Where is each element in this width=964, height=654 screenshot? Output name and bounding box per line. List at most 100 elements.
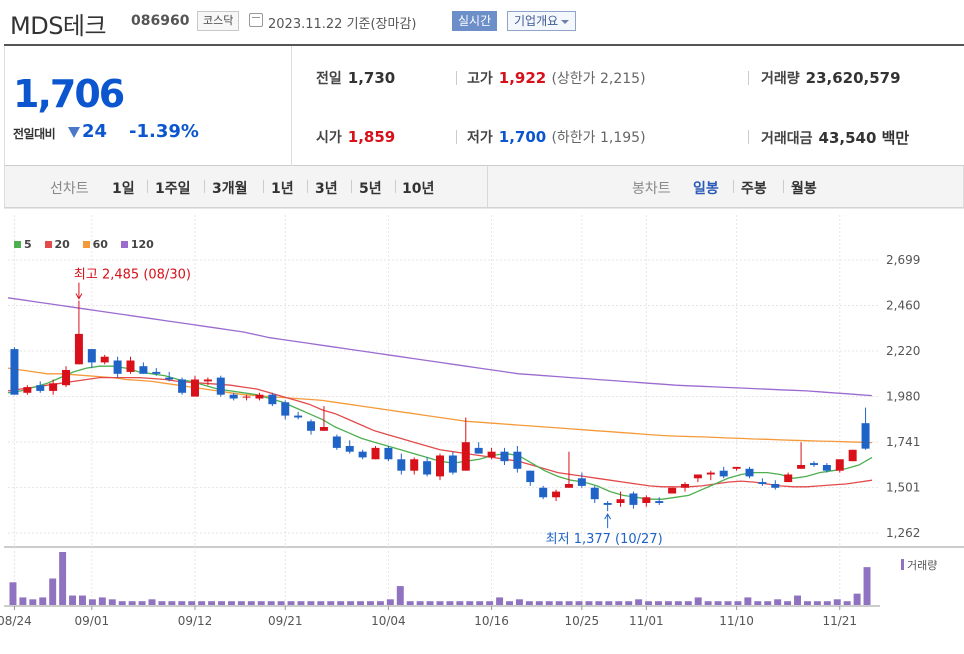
high-price: 고가 1,922 (상한가 2,215) [467,68,646,88]
current-price-box: 1,706 전일대비 24 -1.39% [4,46,292,166]
candle-body [113,360,122,374]
divider [456,130,457,144]
volume-bar [237,601,245,605]
volume-label: 거래량 [761,71,800,87]
volume-bar [565,601,573,605]
legend-label: 60 [92,238,108,251]
candle-monthly[interactable]: 월봉 [791,181,817,197]
legend-swatch [44,241,52,248]
candle-body [36,385,45,391]
candle-daily[interactable]: 일봉 [693,181,719,197]
period-5y[interactable]: 5년 [359,181,382,197]
divider [487,166,488,208]
candle-body [178,379,187,393]
candle-body [268,394,277,405]
open-price: 시가 1,859 [316,127,395,147]
period-1w[interactable]: 1주일 [155,181,191,197]
candle-weekly[interactable]: 주봉 [741,181,767,197]
chart-grid [4,207,964,610]
candle-body [603,502,612,505]
volume-bar [774,599,782,605]
candle-body [74,333,83,365]
calendar-icon [249,13,263,27]
candle-body [23,387,32,393]
ma-legend: 5 20 60 120 [14,238,163,251]
volume-bar [813,601,821,605]
volume-bar [69,595,77,605]
divider [748,71,749,85]
volume-bar [744,597,752,605]
volume-bar [19,597,27,605]
volume-bar [128,601,136,605]
company-info-button[interactable]: 기업개요 [507,11,577,31]
volume-bar [525,601,533,605]
candle-body [203,379,212,382]
volume-bar [327,601,335,605]
x-tick-label: 09/21 [268,614,303,628]
volume-bar [853,593,861,605]
candle-body [62,369,71,386]
volume-bar [59,552,67,605]
candle-body [423,461,432,475]
candle-body [384,447,393,460]
header-bar: MDS테크 086960 코스닥 2023.11.22 기준(장마감) 실시간 … [0,0,964,44]
volume-bar [386,599,394,605]
high-value: 1,922 [498,69,547,87]
period-toolbar: 선차트 1일 1주일 3개월 1년 3년 5년 10년 봉차트 일봉 주봉 월봉 [4,166,964,208]
volume-bar [227,601,235,605]
candle-body [771,483,780,488]
change-value: 24 [82,121,108,142]
volume-bar [833,599,841,605]
volume-bar [724,601,732,605]
volume-bar [347,601,355,605]
candle-body [693,474,702,479]
volume-bar [247,601,255,605]
period-1y[interactable]: 1년 [271,181,294,197]
lower-limit: (하한가 1,195) [551,130,646,146]
candle-body [861,423,870,449]
volume-bar [188,601,196,605]
volume-bar [555,601,563,605]
period-3y[interactable]: 3년 [315,181,338,197]
candle-body [797,464,806,469]
line-chart-label: 선차트 [50,181,89,197]
candle-body [358,451,367,458]
volume-bar [49,578,57,605]
legend-swatch [14,241,21,248]
candle-body [513,451,522,469]
y-tick-label: 2,699 [886,253,920,267]
candle-body [758,482,767,484]
volume-bar [714,601,722,605]
low-arrow-head [604,513,612,520]
volume-bar [803,601,811,605]
x-axis-labels: 08/24 09/01 09/12 09/21 10/04 10/16 10/25 11/01… [0,614,857,628]
down-triangle-icon [68,127,80,138]
amount-value: 43,540 백만 [818,129,910,147]
candle-body [152,371,161,374]
volume-bar [267,601,275,605]
volume-value: 23,620,579 [805,69,901,87]
amount-label: 거래대금 [761,131,813,147]
x-tick-label: 11/10 [719,614,754,628]
period-3m[interactable]: 3개월 [212,181,248,197]
legend-label: 5 [24,238,32,251]
candle-body [281,402,290,416]
candle-body [294,415,303,418]
prev-close-label: 전일 [316,71,342,87]
candle-body [822,464,831,471]
candle-body [332,436,341,448]
realtime-button[interactable]: 실시간 [452,11,498,31]
y-tick-label: 2,220 [886,344,920,358]
volume-bar [466,601,474,605]
divider [263,180,264,193]
volume-bar [436,601,444,605]
candle-body [848,449,857,462]
volume-bar [396,586,404,605]
candle-body [371,447,380,460]
volume-bar [506,601,513,605]
period-1d[interactable]: 1일 [112,181,135,197]
x-tick-label: 08/24 [0,614,32,628]
candle-body [216,377,225,395]
period-10y[interactable]: 10년 [402,181,435,197]
